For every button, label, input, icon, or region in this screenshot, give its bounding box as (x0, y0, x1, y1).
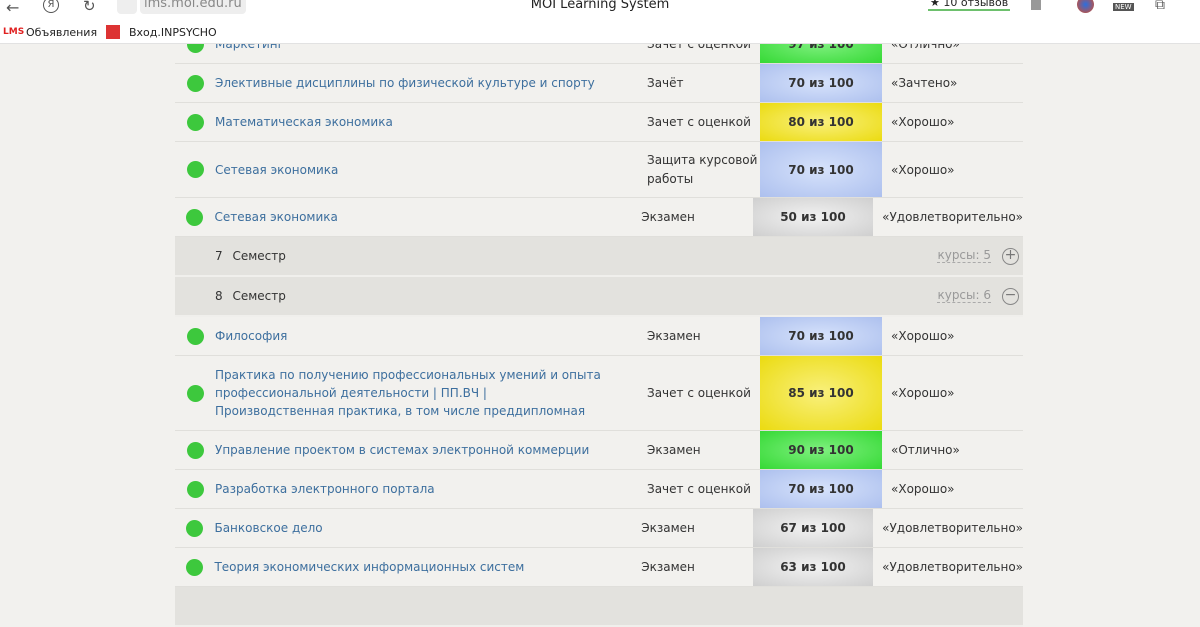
grade-label: «Удовлетворительно» (882, 521, 1024, 535)
lock-icon[interactable] (117, 0, 137, 14)
page-title: MOI Learning System (530, 0, 670, 12)
status-dot-icon (175, 317, 215, 355)
grade-label: «Удовлетворительно» (882, 560, 1024, 574)
grade-label: «Хорошо» (891, 115, 955, 129)
score-cell: 85 из 100 (760, 356, 882, 430)
course-row: Сетевая экономика Экзамен 50 из 100 «Удо… (175, 198, 1023, 237)
score-cell: 90 из 100 (760, 431, 882, 469)
grade-label: «Отлично» (891, 443, 960, 457)
course-name-link[interactable]: Философия (215, 329, 288, 343)
grade-label: «Хорошо» (891, 162, 955, 177)
status-dot-icon (175, 431, 215, 469)
grade-label: «Удовлетворительно» (882, 210, 1024, 224)
extensions-icon[interactable]: ⧉ (1155, 0, 1165, 13)
score-cell: 70 из 100 (760, 142, 882, 197)
semester-word: Семестр (232, 249, 286, 263)
course-name-link[interactable]: Управление проектом в системах электронн… (215, 443, 590, 457)
score-cell: 63 из 100 (752, 548, 874, 586)
reviews-count: 10 отзывов (943, 0, 1009, 9)
course-name-link[interactable]: Практика по получению профессиональных у… (215, 368, 601, 418)
lms-logo: LMS (3, 27, 25, 37)
course-row: Управление проектом в системах электронн… (175, 431, 1023, 470)
score-cell: 70 из 100 (760, 317, 882, 355)
new-extension-icon[interactable]: NEW (1113, 3, 1134, 11)
back-arrow-icon[interactable]: ← (6, 0, 20, 17)
bookmarks-bar: LMS Объявления Вход.INPSYCHO (0, 22, 1200, 44)
status-dot-icon (175, 198, 214, 236)
score-cell: 67 из 100 (752, 509, 874, 547)
course-row: Теория экономических информационных сист… (175, 548, 1023, 587)
grade-label: «Хорошо» (891, 329, 955, 343)
status-dot-icon (175, 509, 214, 547)
status-dot-icon (175, 356, 215, 430)
assessment-type: Экзамен (641, 209, 695, 224)
grade-label: «Зачтено» (891, 76, 958, 90)
browser-toolbar: ← Я ↻ lms.moi.edu.ru MOI Learning System… (0, 0, 1200, 22)
semester-word: Семестр (232, 289, 286, 303)
course-name-link[interactable]: Разработка электронного портала (215, 482, 435, 496)
score-cell: 70 из 100 (760, 64, 882, 102)
grades-table: Маркетинг Зачет с оценкой 97 из 100 «Отл… (175, 25, 1023, 627)
course-row: Элективные дисциплины по физической куль… (175, 64, 1023, 103)
semester-label: 7 Семестр (215, 249, 286, 263)
yandex-icon[interactable]: Я (43, 0, 59, 13)
semester-8-header[interactable]: 8 Семестр курсы: 6 − (175, 277, 1023, 317)
status-dot-icon (175, 64, 215, 102)
semester-7-header[interactable]: 7 Семестр курсы: 5 + (175, 237, 1023, 277)
semester-label: 8 Семестр (215, 289, 286, 303)
address-bar[interactable]: lms.moi.edu.ru (140, 0, 246, 14)
course-name-link[interactable]: Сетевая экономика (214, 210, 338, 224)
semester-number: 8 (215, 289, 223, 303)
assessment-type: Зачет с оценкой (647, 481, 751, 496)
course-row: Банковское дело Экзамен 67 из 100 «Удовл… (175, 509, 1023, 548)
assessment-type: Зачет с оценкой (647, 385, 751, 400)
course-name-link[interactable]: Элективные дисциплины по физической куль… (215, 76, 595, 90)
inpsycho-logo (106, 25, 120, 39)
next-semester-header[interactable] (175, 587, 1023, 627)
course-count[interactable]: курсы: 6 (937, 288, 991, 303)
expand-plus-icon[interactable]: + (1002, 247, 1019, 265)
score-cell: 50 из 100 (752, 198, 874, 236)
course-name-link[interactable]: Банковское дело (214, 521, 323, 535)
course-row: Математическая экономика Зачет с оценкой… (175, 103, 1023, 142)
status-dot-icon (175, 103, 215, 141)
bookmark-inpsycho[interactable]: Вход.INPSYCHO (129, 26, 217, 39)
course-name-link[interactable]: Сетевая экономика (215, 162, 339, 177)
score-cell: 70 из 100 (760, 470, 882, 508)
course-row: Практика по получению профессиональных у… (175, 356, 1023, 431)
browser-extension-icon[interactable] (1077, 0, 1094, 13)
reload-icon[interactable]: ↻ (83, 0, 96, 15)
bookmark-icon[interactable] (1031, 0, 1041, 10)
grade-label: «Хорошо» (891, 386, 955, 400)
course-count[interactable]: курсы: 5 (937, 248, 991, 263)
reviews-badge[interactable]: ★ 10 отзывов (928, 0, 1011, 11)
assessment-type: Экзамен (641, 559, 695, 574)
assessment-type: Экзамен (641, 520, 695, 535)
assessment-type: Экзамен (647, 442, 701, 457)
status-dot-icon (175, 548, 214, 586)
assessment-type: Защита курсовой работы (647, 152, 758, 186)
course-row: Философия Экзамен 70 из 100 «Хорошо» (175, 317, 1023, 356)
grade-label: «Хорошо» (891, 482, 955, 496)
bookmark-announcements[interactable]: Объявления (26, 26, 98, 39)
course-row: Сетевая экономика Защита курсовой работы… (175, 142, 1023, 198)
status-dot-icon (175, 142, 215, 197)
collapse-minus-icon[interactable]: − (1002, 287, 1019, 305)
course-name-link[interactable]: Математическая экономика (215, 115, 393, 129)
score-cell: 80 из 100 (760, 103, 882, 141)
course-name-link[interactable]: Теория экономических информационных сист… (214, 560, 525, 574)
semester-number: 7 (215, 249, 223, 263)
assessment-type: Экзамен (647, 328, 701, 343)
status-dot-icon (175, 470, 215, 508)
assessment-type: Зачет с оценкой (647, 114, 751, 129)
assessment-type: Зачёт (647, 75, 684, 90)
course-row: Разработка электронного портала Зачет с … (175, 470, 1023, 509)
